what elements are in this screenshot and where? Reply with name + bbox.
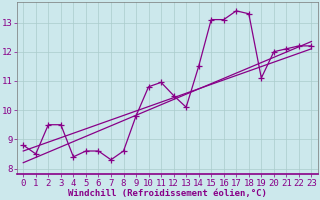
X-axis label: Windchill (Refroidissement éolien,°C): Windchill (Refroidissement éolien,°C) (68, 189, 267, 198)
